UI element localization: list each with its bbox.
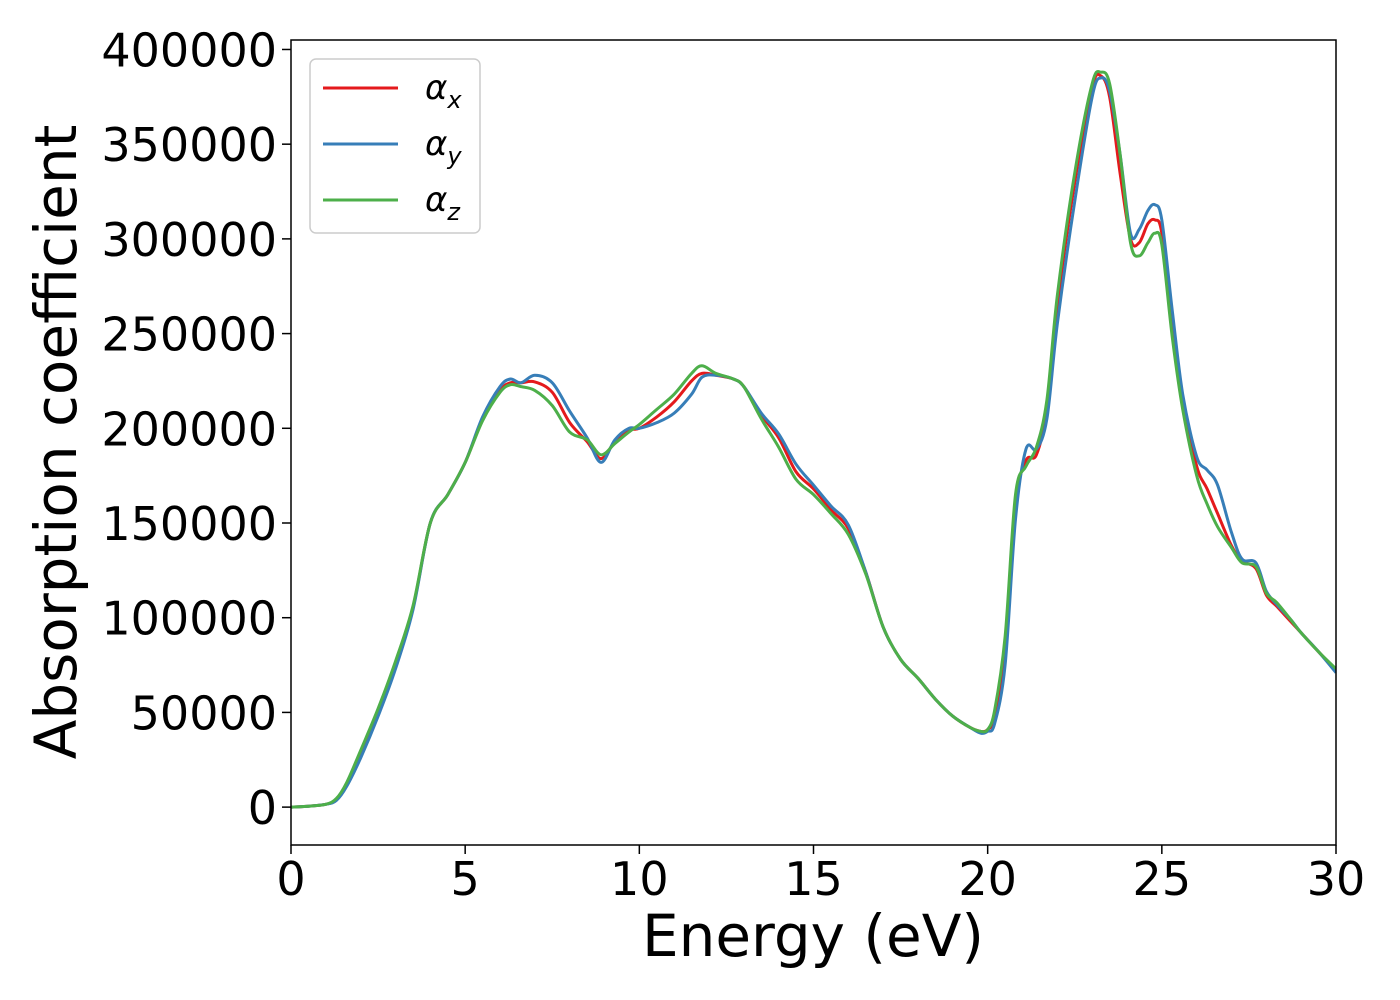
y-tick-label: 0	[248, 781, 277, 835]
legend-label-x: αx	[425, 68, 462, 114]
x-axis: 0 5 10 15 20 25 30	[276, 845, 1365, 906]
x-tick-label: 20	[958, 852, 1017, 906]
series-line-z	[291, 69, 1336, 809]
x-tick-label: 10	[610, 852, 669, 906]
x-tick-label: 25	[1133, 852, 1192, 906]
y-tick-label: 400000	[101, 23, 277, 77]
legend-label-y: αy	[425, 124, 462, 170]
legend-box	[309, 58, 481, 234]
y-tick-label: 50000	[131, 686, 277, 740]
y-tick-label: 200000	[101, 402, 277, 456]
legend-label-z: αz	[425, 180, 461, 226]
y-tick-label: 300000	[101, 213, 277, 267]
x-tick-label: 15	[784, 852, 843, 906]
y-tick-label: 100000	[101, 592, 277, 646]
legend: αx αy αz	[309, 58, 481, 234]
x-tick-label: 5	[451, 852, 480, 906]
y-axis: 0 50000 100000 150000 200000 250000 300000 3500…	[101, 23, 291, 835]
x-tick-label: 0	[276, 852, 305, 906]
series-group	[291, 69, 1336, 809]
y-tick-label: 250000	[101, 308, 277, 362]
y-tick-label: 350000	[101, 118, 277, 172]
y-axis-label: Absorption coefficient	[22, 125, 90, 760]
x-tick-label: 30	[1307, 852, 1366, 906]
x-axis-label: Energy (eV)	[642, 902, 984, 970]
y-tick-label: 150000	[101, 497, 277, 551]
